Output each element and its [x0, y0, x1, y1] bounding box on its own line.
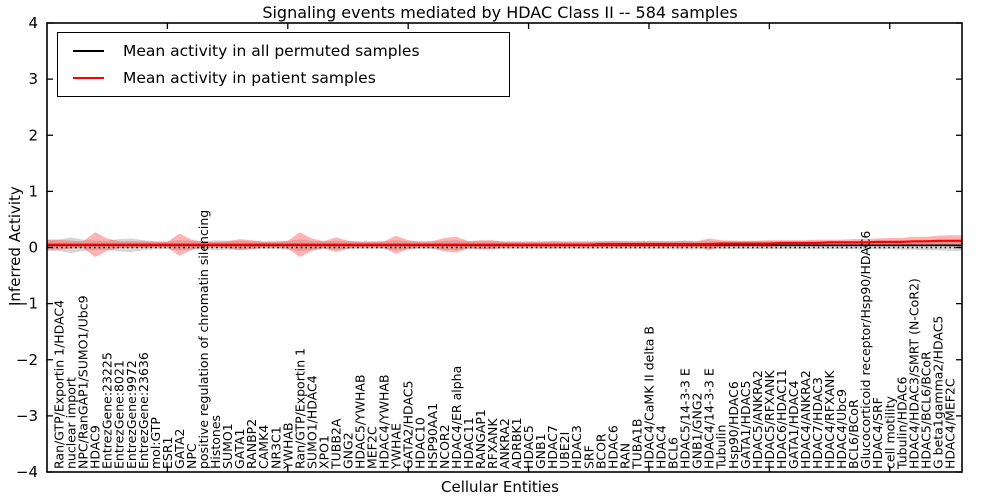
x-category-label: EntrezGene:9972 [124, 360, 139, 469]
x-category-label: NR3C1 [268, 426, 283, 469]
x-category-label: TUBB2A [328, 418, 343, 470]
patient-mean-line [47, 239, 962, 246]
x-category-label: SUMO1 [220, 423, 235, 469]
x-category-label: G beta1gamma2/HDAC5 [930, 316, 945, 469]
x-category-label: ESR1 [160, 437, 175, 469]
x-category-label: HDAC5 [521, 425, 536, 469]
x-category-label: SRF [581, 445, 596, 469]
x-category-label: HDAC7 [545, 425, 560, 469]
x-category-label: HDAC4/HDAC3/SMRT (N-CoR2) [906, 278, 921, 469]
x-category-label: Histones [208, 415, 223, 469]
x-category-label: HDAC4/Ubc9 [834, 389, 849, 469]
x-category-label: HDAC4/MEF2C [943, 378, 958, 469]
x-category-label: ADRBK1 [509, 417, 524, 469]
chart-title: Signaling events mediated by HDAC Class … [262, 3, 738, 22]
x-category-label: NCOR2 [437, 424, 452, 469]
x-category-label: Tubulin [714, 425, 729, 470]
y-tick-label: 3 [28, 70, 38, 88]
x-category-label: mol:GTP [148, 417, 163, 469]
x-category-label: HDAC4/ER alpha [449, 366, 464, 469]
x-category-label: HDAC5/RFXANK [762, 370, 777, 469]
x-category-label: cell motility [882, 395, 897, 469]
legend: Mean activity in all permuted samples Me… [57, 32, 510, 97]
x-category-label: UBE2I [557, 432, 572, 469]
x-category-label: HDAC4/SRF [870, 397, 885, 469]
x-category-label: RAN [617, 443, 632, 469]
x-category-label: GNG2 [341, 432, 356, 469]
x-category-label: nuclear import [64, 377, 79, 469]
legend-entry-permuted: Mean activity in all permuted samples [73, 41, 509, 60]
y-tick-label: 4 [28, 14, 38, 32]
legend-label-permuted: Mean activity in all permuted samples [123, 41, 420, 60]
x-category-label: GATA1/HDAC5 [738, 381, 753, 469]
x-category-label: NPC [184, 443, 199, 469]
x-category-label: RFXANK [485, 418, 500, 469]
x-category-label: EntrezGene:23636 [136, 352, 151, 469]
x-category-label: HDAC4 [654, 425, 669, 469]
x-category-label: HDAC7/HDAC3 [810, 377, 825, 469]
red-line-icon [73, 76, 104, 80]
x-category-label: positive regulation of chromatin silenci… [196, 210, 211, 469]
x-category-label: Ran/GTP/Exportin 1/HDAC4 [52, 300, 67, 469]
x-category-label: GNB1 [533, 433, 548, 469]
x-category-label: BCOR [593, 433, 608, 469]
y-tick-label: −1 [16, 295, 38, 313]
black-line-icon [73, 49, 104, 53]
y-tick-label: −2 [16, 351, 38, 369]
x-category-label: BCL6 [666, 437, 681, 469]
x-category-label: RANBP2 [244, 419, 259, 469]
x-category-label: HSP90AA1 [425, 403, 440, 469]
x-category-label: HDAC5/14-3-3 E [678, 368, 693, 469]
x-category-label: HDAC5/ANKRA2 [750, 370, 765, 469]
y-tick-label: −4 [16, 463, 38, 481]
y-tick-label: −3 [16, 407, 38, 425]
y-tick-label: 1 [28, 182, 38, 200]
x-category-label: HDAC5/BCL6/BCoR [918, 351, 933, 469]
x-category-label: CAMK4 [256, 425, 271, 469]
x-category-label: HDAC4/14-3-3 E [702, 368, 717, 469]
x-category-label: HDAC3 [569, 425, 584, 469]
x-category-label: GATA1/HDAC4 [786, 380, 801, 469]
x-category-label: HDAC6/HDAC11 [774, 369, 789, 469]
x-category-label: RANGAP1 [473, 409, 488, 469]
x-category-label: EntrezGene:8021 [112, 360, 127, 469]
legend-label-patient: Mean activity in patient samples [123, 68, 376, 87]
x-axis-title: Cellular Entities [441, 478, 559, 496]
x-category-label: Tubulin/HDAC6 [894, 377, 909, 470]
legend-entry-patient: Mean activity in patient samples [73, 68, 509, 87]
x-category-label: Ran/GTP/Exportin 1 [292, 348, 307, 469]
x-category-label: HDAC4/ANKRA2 [798, 370, 813, 469]
x-category-label: Glucocorticoid receptor/Hsp90/HDAC6 [858, 231, 873, 469]
x-category-label: GNB1/GNG2 [690, 393, 705, 469]
x-category-label: GATA1 [232, 429, 247, 469]
x-category-label: HDAC4/CaMK II delta B [642, 326, 657, 469]
y-tick-label: 2 [28, 126, 38, 144]
x-category-label: GATA2 [172, 429, 187, 469]
x-category-label: BCL6/BCoR [846, 399, 861, 469]
x-category-label: NPC/RanGAP1/SUMO1/Ubc9 [76, 295, 91, 469]
x-category-label: TUBA1B [629, 419, 644, 470]
x-category-label: HDAC9 [88, 425, 103, 469]
x-category-label: MEF2C [365, 426, 380, 469]
x-category-label: HDAC5/YWHAB [353, 374, 368, 469]
x-category-label: HDAC6 [605, 425, 620, 469]
x-category-label: HDAC10 [413, 417, 428, 469]
x-category-label: HDAC4/RFXANK [822, 370, 837, 469]
y-tick-label: 0 [28, 239, 38, 257]
x-category-label: Hsp90/HDAC6 [726, 381, 741, 469]
x-category-label: YWHAB [280, 422, 295, 470]
x-category-label: XPO1 [316, 435, 331, 469]
x-category-label: YWHAE [389, 423, 404, 470]
x-category-label: EntrezGene:23225 [100, 352, 115, 469]
x-category-label: GATA2/HDAC5 [401, 381, 416, 469]
x-category-label: SUMO1/HDAC4 [304, 375, 319, 469]
x-category-label: HDAC11 [461, 417, 476, 469]
x-category-label: ANKRA2 [497, 418, 512, 469]
x-category-label: HDAC4/YWHAB [377, 374, 392, 469]
